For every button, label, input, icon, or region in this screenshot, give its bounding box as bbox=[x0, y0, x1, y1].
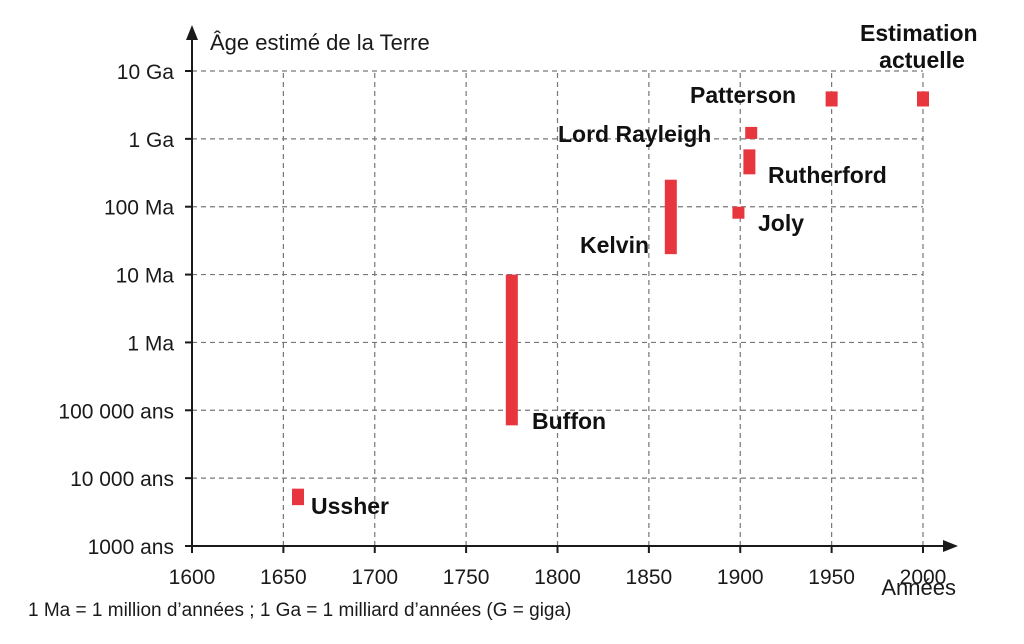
x-axis-title: Années bbox=[881, 575, 956, 600]
label-rutherford: Rutherford bbox=[768, 162, 887, 188]
bar-lord-rayleigh bbox=[745, 126, 758, 139]
bar-ussher bbox=[291, 488, 304, 506]
y-tick-label: 1 Ma bbox=[127, 332, 174, 355]
x-tick-label: 1600 bbox=[169, 566, 216, 589]
estimate-bars bbox=[291, 91, 929, 506]
y-ticks: 1000 ans 10 000 ans 100 000 ans 1 Ma 10 Ma 10… bbox=[58, 61, 192, 559]
y-tick-label: 1 Ga bbox=[128, 129, 174, 152]
y-tick-label: 100 000 ans bbox=[58, 400, 174, 423]
label-kelvin: Kelvin bbox=[580, 232, 649, 258]
x-tick-label: 1900 bbox=[717, 566, 764, 589]
label-estimation-line1: Estimation bbox=[860, 20, 978, 46]
bar-estimation-actuelle bbox=[917, 91, 929, 107]
y-tick-label: 100 Ma bbox=[104, 197, 174, 220]
x-tick-label: 1950 bbox=[808, 566, 855, 589]
footnote: 1 Ma = 1 million d’années ; 1 Ga = 1 mil… bbox=[28, 600, 572, 621]
y-axis-title: Âge estimé de la Terre bbox=[210, 30, 430, 55]
label-estimation-actuelle: Estimation actuelle bbox=[860, 20, 984, 73]
x-ticks: 1600 1650 1700 1750 1800 1850 1900 1950 2000 bbox=[169, 546, 947, 589]
label-joly: Joly bbox=[758, 210, 804, 236]
axes bbox=[186, 25, 958, 552]
grid bbox=[192, 70, 924, 546]
label-estimation-line2: actuelle bbox=[879, 47, 965, 73]
bar-patterson bbox=[825, 91, 838, 107]
y-tick-label: 10 Ma bbox=[116, 265, 175, 288]
x-tick-label: 1850 bbox=[626, 566, 673, 589]
label-ussher: Ussher bbox=[311, 493, 389, 519]
y-tick-label: 10 000 ans bbox=[70, 468, 174, 491]
x-tick-label: 1650 bbox=[260, 566, 307, 589]
y-axis-arrow-icon bbox=[186, 25, 198, 40]
x-tick-label: 2000 bbox=[900, 566, 947, 589]
bar-joly bbox=[732, 206, 745, 219]
label-lord-rayleigh: Lord Rayleigh bbox=[558, 121, 711, 147]
earth-age-chart: 1000 ans 10 000 ans 100 000 ans 1 Ma 10 Ma 10… bbox=[58, 20, 984, 600]
estimate-labels: Ussher Buffon Kelvin Joly Rutherford Lor… bbox=[311, 20, 984, 519]
bar-kelvin bbox=[664, 179, 677, 255]
y-tick-label: 1000 ans bbox=[88, 536, 174, 559]
label-buffon: Buffon bbox=[532, 408, 606, 434]
x-axis-arrow-icon bbox=[943, 540, 958, 552]
x-tick-label: 1750 bbox=[443, 566, 490, 589]
label-patterson: Patterson bbox=[690, 82, 796, 108]
bar-rutherford bbox=[743, 149, 756, 175]
y-tick-label: 10 Ga bbox=[117, 61, 175, 84]
x-tick-label: 1700 bbox=[351, 566, 398, 589]
x-tick-label: 1800 bbox=[534, 566, 581, 589]
bar-buffon bbox=[505, 274, 518, 426]
